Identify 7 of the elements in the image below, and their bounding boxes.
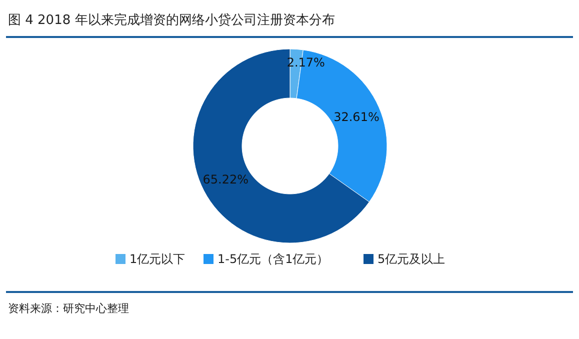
legend-label: 5亿元及以上 (378, 252, 446, 266)
data-label: 32.61% (334, 110, 380, 124)
legend-label: 1-5亿元（含1亿元） (218, 252, 329, 266)
chart-title: 图 4 2018 年以来完成增资的网络小贷公司注册资本分布 (8, 12, 335, 28)
text: 资料来源：研究中心整理 (8, 302, 129, 315)
data-label: 65.22% (202, 172, 249, 186)
legend-label: 1亿元以下 (130, 252, 186, 266)
